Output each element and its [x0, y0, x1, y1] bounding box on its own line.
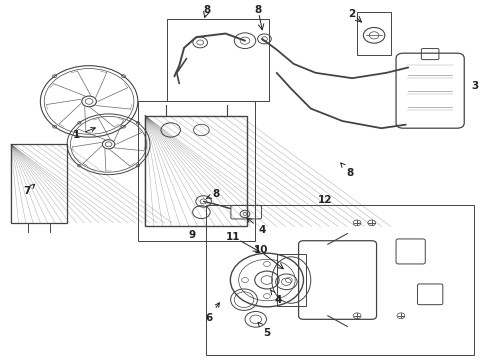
- Text: 2: 2: [348, 9, 356, 19]
- Bar: [145, 116, 247, 226]
- Text: 8: 8: [207, 189, 220, 199]
- Text: 3: 3: [471, 81, 479, 91]
- Text: 5: 5: [258, 322, 270, 338]
- Text: 12: 12: [318, 195, 333, 204]
- Bar: [11, 144, 67, 223]
- Text: 1: 1: [74, 127, 95, 140]
- Bar: [206, 205, 474, 355]
- Bar: [167, 19, 270, 102]
- Text: 10: 10: [253, 245, 268, 255]
- Text: 6: 6: [205, 303, 220, 323]
- Bar: [277, 254, 306, 306]
- Text: 8: 8: [203, 5, 211, 15]
- Text: 4: 4: [270, 290, 282, 305]
- Text: 8: 8: [254, 5, 262, 15]
- Text: 4: 4: [247, 218, 266, 235]
- Text: 9: 9: [189, 230, 196, 240]
- Text: 8: 8: [341, 163, 353, 178]
- Text: 11: 11: [225, 232, 240, 242]
- Text: 7: 7: [24, 184, 35, 196]
- Bar: [357, 12, 391, 55]
- Bar: [138, 102, 255, 241]
